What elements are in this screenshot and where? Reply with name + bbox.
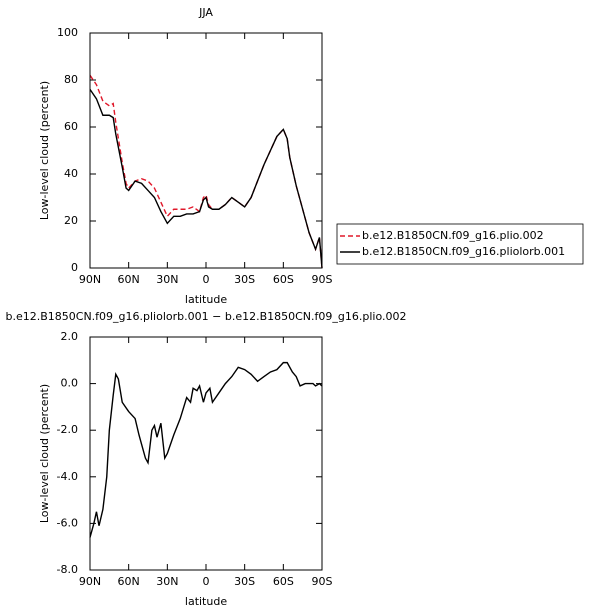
x-tick-label: 90S	[312, 575, 333, 588]
legend-box	[336, 223, 584, 265]
series-line	[89, 361, 323, 538]
x-tick-label: 60S	[273, 575, 294, 588]
y-tick-label: 80	[64, 73, 78, 86]
y-tick-label: -4.0	[57, 470, 78, 483]
x-tick-label: 0	[203, 273, 210, 286]
x-tick-label: 90S	[312, 273, 333, 286]
chart-title: JJA	[198, 6, 213, 19]
x-tick-label: 60N	[118, 273, 140, 286]
legend-label: b.e12.B1850CN.f09_g16.plio.002	[362, 229, 544, 242]
y-tick-label: -2.0	[57, 423, 78, 436]
x-tick-label: 90N	[79, 575, 101, 588]
chart-title: b.e12.B1850CN.f09_g16.pliolorb.001 − b.e…	[5, 310, 406, 323]
x-tick-label: 30N	[156, 273, 178, 286]
x-tick-label: 90N	[79, 273, 101, 286]
series-line	[89, 74, 323, 269]
y-tick-label: 0.0	[61, 377, 79, 390]
x-tick-label: 60S	[273, 273, 294, 286]
y-tick-label: 100	[57, 26, 78, 39]
x-tick-label: 60N	[118, 575, 140, 588]
x-axis-label: latitude	[185, 293, 227, 306]
y-axis-label: Low-level cloud (percent)	[38, 384, 51, 523]
x-axis-label: latitude	[185, 595, 227, 608]
plot-frame	[89, 336, 323, 571]
y-tick-label: 20	[64, 214, 78, 227]
y-tick-label: -6.0	[57, 516, 78, 529]
legend-label: b.e12.B1850CN.f09_g16.pliolorb.001	[362, 245, 565, 258]
x-tick-label: 30S	[234, 273, 255, 286]
y-tick-label: 2.0	[61, 330, 79, 343]
y-axis-label: Low-level cloud (percent)	[38, 81, 51, 220]
y-tick-label: 60	[64, 120, 78, 133]
x-tick-label: 0	[203, 575, 210, 588]
y-tick-label: 0	[71, 261, 78, 274]
y-tick-label: -8.0	[57, 563, 78, 576]
y-tick-label: 40	[64, 167, 78, 180]
series-line	[89, 89, 323, 269]
plot-frame	[89, 32, 323, 269]
x-tick-label: 30S	[234, 575, 255, 588]
x-tick-label: 30N	[156, 575, 178, 588]
